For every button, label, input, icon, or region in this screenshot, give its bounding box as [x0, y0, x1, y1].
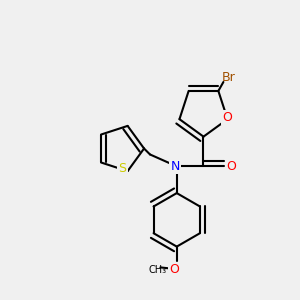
Text: Br: Br	[222, 71, 236, 84]
Text: S: S	[118, 162, 126, 175]
Text: O: O	[226, 160, 236, 173]
Text: O: O	[169, 263, 179, 276]
Text: O: O	[223, 111, 232, 124]
Text: CH₃: CH₃	[148, 266, 166, 275]
Text: N: N	[171, 160, 180, 173]
